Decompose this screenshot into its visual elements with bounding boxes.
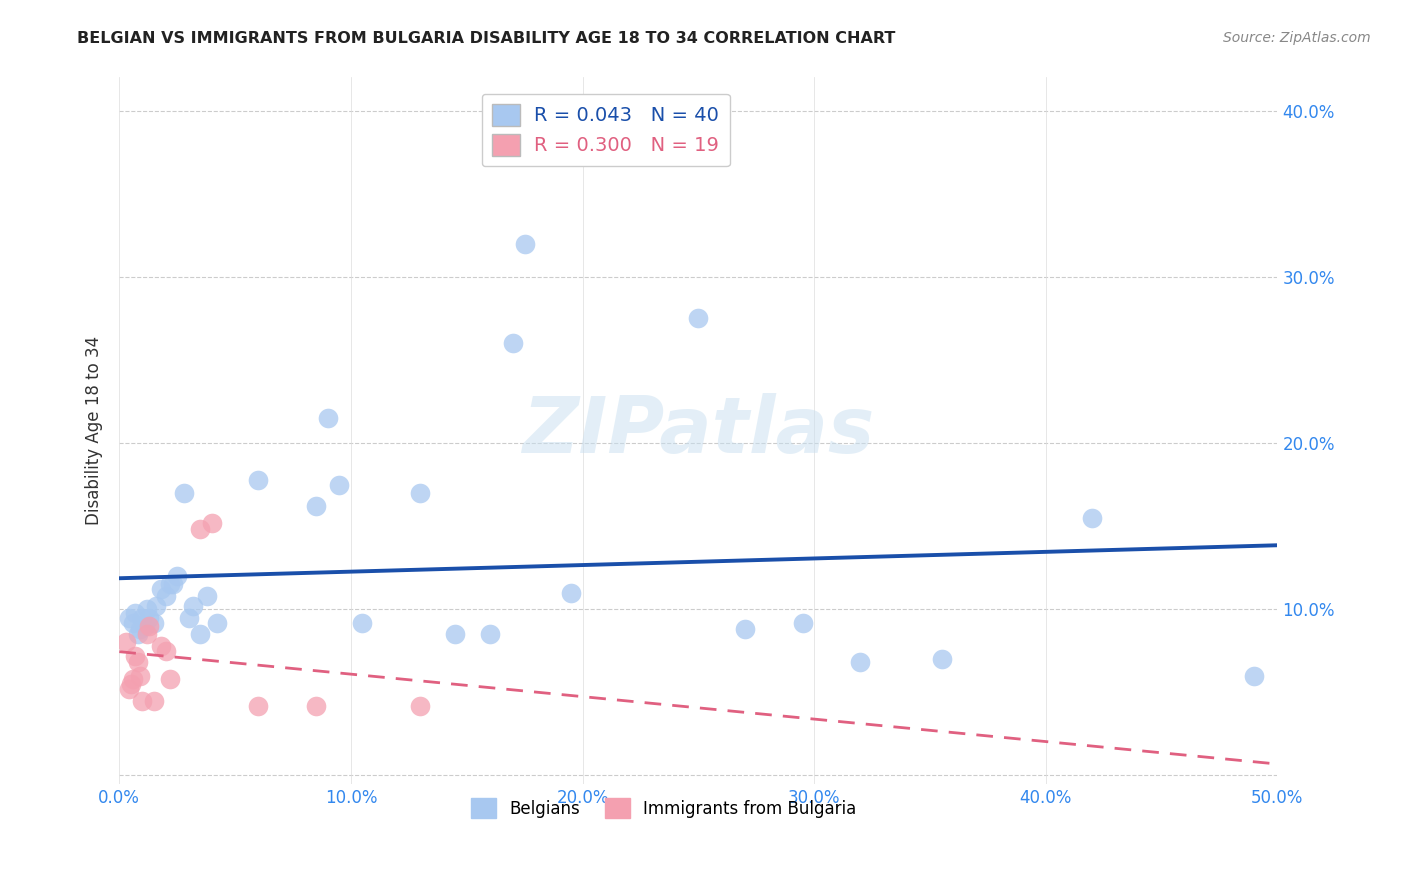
Point [159,672,181,686]
Point [143,615,166,630]
Point [316,411,339,425]
Point [205,615,228,630]
Text: ZIPatlas: ZIPatlas [522,392,875,468]
Point [131,610,153,624]
Point [134,619,156,633]
Point [792,615,814,630]
Point [1081,511,1104,525]
Point [188,523,211,537]
Point [195,589,218,603]
Point [513,236,536,251]
Point [117,681,139,696]
Point [305,698,328,713]
Point [115,635,138,649]
Point [155,589,177,603]
Point [409,486,432,500]
Point [124,648,146,663]
Point [122,672,145,686]
Point [183,599,205,613]
Point [138,619,160,633]
Point [149,639,172,653]
Point [127,627,149,641]
Point [120,677,142,691]
Point [247,698,270,713]
Point [129,669,152,683]
Point [560,585,582,599]
Point [188,627,211,641]
Y-axis label: Disability Age 18 to 34: Disability Age 18 to 34 [86,336,103,525]
Point [1243,669,1265,683]
Point [409,698,432,713]
Point [143,693,166,707]
Point [173,486,195,500]
Point [247,473,270,487]
Point [352,615,374,630]
Point [155,644,177,658]
Point [122,615,145,630]
Point [688,311,710,326]
Point [931,652,953,666]
Point [149,582,172,597]
Point [502,336,524,351]
Point [127,656,149,670]
Point [124,606,146,620]
Text: BELGIAN VS IMMIGRANTS FROM BULGARIA DISABILITY AGE 18 TO 34 CORRELATION CHART: BELGIAN VS IMMIGRANTS FROM BULGARIA DISA… [77,31,896,46]
Point [136,627,159,641]
Point [478,627,501,641]
Point [201,516,224,530]
Point [129,622,152,636]
Point [145,599,167,613]
Point [136,602,159,616]
Point [166,569,188,583]
Point [177,610,200,624]
Point [734,622,756,636]
Point [117,610,139,624]
Point [159,577,181,591]
Point [131,693,153,707]
Point [328,477,350,491]
Point [849,656,872,670]
Point [305,499,328,513]
Point [444,627,467,641]
Point [162,577,184,591]
Point [138,610,160,624]
Text: Source: ZipAtlas.com: Source: ZipAtlas.com [1223,31,1371,45]
Legend: Belgians, Immigrants from Bulgaria: Belgians, Immigrants from Bulgaria [464,791,863,825]
